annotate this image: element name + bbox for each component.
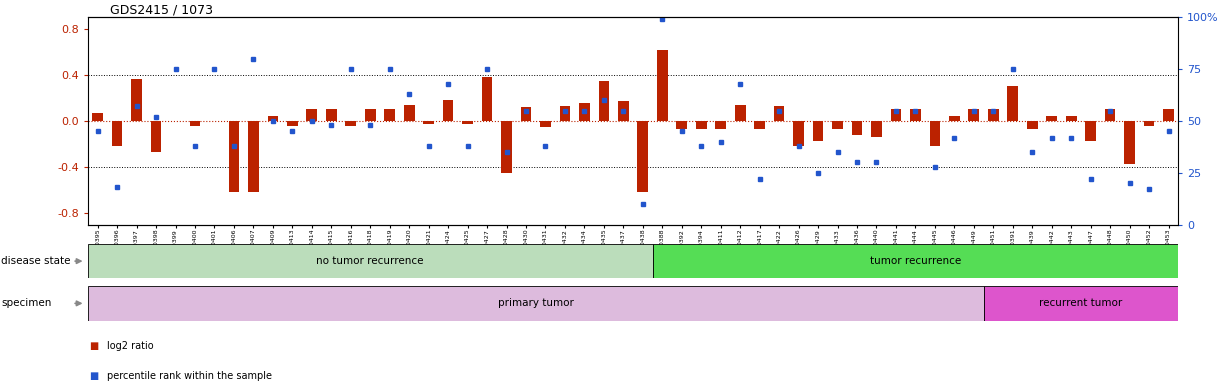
Bar	[501, 121, 512, 173]
Bar	[833, 121, 842, 129]
Bar	[1046, 116, 1057, 121]
Bar	[404, 105, 415, 121]
Bar	[657, 50, 668, 121]
Bar	[346, 121, 357, 126]
Bar	[463, 121, 473, 124]
Bar	[1027, 121, 1038, 129]
Bar	[131, 79, 142, 121]
Bar	[755, 121, 766, 129]
Bar	[794, 121, 803, 146]
Bar	[676, 121, 687, 129]
Bar	[365, 109, 376, 121]
Text: percentile rank within the sample: percentile rank within the sample	[107, 371, 272, 381]
Bar	[1164, 109, 1173, 121]
Bar	[88, 286, 984, 321]
Bar	[540, 121, 551, 127]
Bar	[696, 121, 707, 129]
Bar	[326, 109, 337, 121]
Bar	[813, 121, 823, 141]
Bar	[1085, 121, 1096, 141]
Bar	[598, 81, 609, 121]
Bar	[520, 107, 531, 121]
Bar	[93, 113, 103, 121]
Bar	[637, 121, 648, 192]
Text: ■: ■	[89, 341, 99, 351]
Bar	[1007, 86, 1018, 121]
Bar	[652, 244, 1178, 278]
Bar	[890, 109, 901, 121]
Bar	[871, 121, 882, 137]
Bar	[579, 103, 590, 121]
Bar	[984, 286, 1178, 321]
Bar	[88, 244, 652, 278]
Bar	[774, 106, 784, 121]
Bar	[385, 109, 396, 121]
Text: specimen: specimen	[1, 298, 51, 308]
Bar	[482, 77, 492, 121]
Bar	[716, 121, 726, 129]
Bar	[287, 121, 298, 126]
Bar	[988, 109, 999, 121]
Text: GDS2415 / 1073: GDS2415 / 1073	[110, 3, 212, 16]
Bar	[306, 109, 317, 121]
Bar	[949, 116, 960, 121]
Bar	[1066, 116, 1077, 121]
Text: ■: ■	[89, 371, 99, 381]
Bar	[443, 100, 453, 121]
Bar	[968, 109, 979, 121]
Bar	[1125, 121, 1136, 164]
Text: primary tumor: primary tumor	[498, 298, 574, 308]
Bar	[267, 116, 278, 121]
Bar	[228, 121, 239, 192]
Bar	[851, 121, 862, 135]
Text: tumor recurrence: tumor recurrence	[869, 256, 961, 266]
Bar	[112, 121, 122, 146]
Bar	[735, 105, 746, 121]
Text: no tumor recurrence: no tumor recurrence	[316, 256, 424, 266]
Text: log2 ratio: log2 ratio	[107, 341, 154, 351]
Bar	[150, 121, 161, 152]
Bar	[424, 121, 433, 124]
Bar	[559, 106, 570, 121]
Bar	[189, 121, 200, 126]
Bar	[248, 121, 259, 192]
Bar	[1144, 121, 1154, 126]
Bar	[910, 109, 921, 121]
Text: recurrent tumor: recurrent tumor	[1039, 298, 1122, 308]
Bar	[1105, 109, 1116, 121]
Bar	[618, 101, 629, 121]
Text: disease state: disease state	[1, 256, 71, 266]
Bar	[929, 121, 940, 146]
